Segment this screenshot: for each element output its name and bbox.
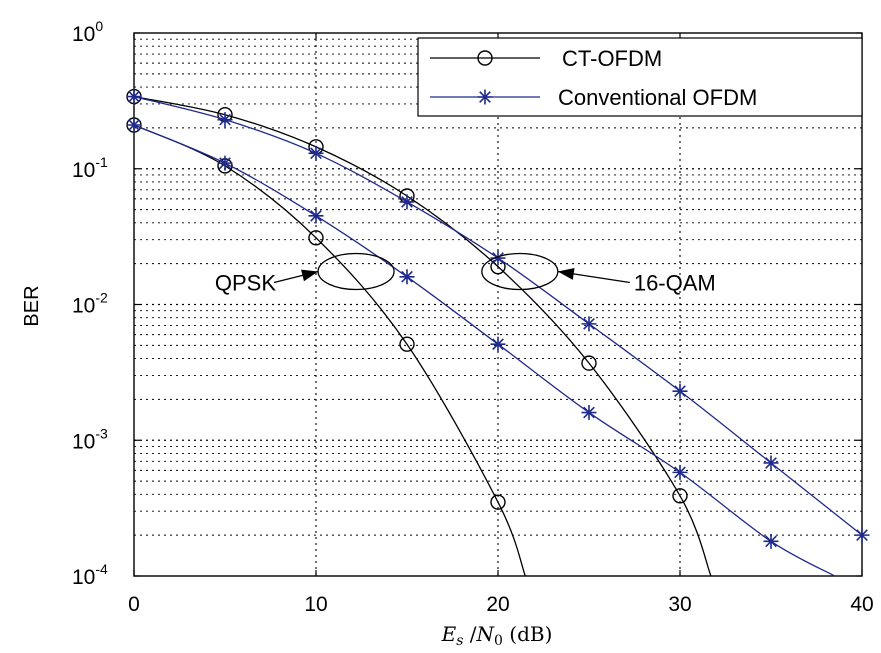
series-point <box>477 50 493 66</box>
series-point <box>477 89 493 105</box>
series-point <box>581 316 597 332</box>
series-point <box>399 336 415 352</box>
series-point <box>126 89 142 105</box>
series-point <box>763 455 779 471</box>
x-axis-label: Es /N0 (dB) <box>441 622 553 649</box>
series-point <box>126 117 142 133</box>
x-tick-label: 30 <box>668 593 691 616</box>
y-tick-label: 10-4 <box>72 561 108 589</box>
series-line <box>133 95 712 577</box>
series-point <box>854 527 870 543</box>
series-ct-ofdm-qpsk <box>126 117 526 577</box>
legend-item: CT-OFDM <box>430 46 662 71</box>
annotation-label: QPSK <box>215 271 276 296</box>
series-point <box>217 112 233 128</box>
series-conventional-ofdm-16-qam <box>126 89 870 543</box>
series-point <box>672 464 688 480</box>
annotation-label: 16-QAM <box>634 271 716 296</box>
legend: CT-OFDM Conventional OFDM <box>417 37 863 117</box>
series-point <box>490 494 506 510</box>
x-tick-label: 0 <box>128 593 140 616</box>
series-point <box>308 145 324 161</box>
series-point <box>672 488 688 504</box>
series-point <box>581 355 597 371</box>
legend-label: CT-OFDM <box>562 46 662 71</box>
series-point <box>490 336 506 352</box>
y-tick-label: 10-3 <box>72 425 108 453</box>
legend-item: Conventional OFDM <box>430 85 757 110</box>
y-tick-label: 10-2 <box>72 290 108 318</box>
x-tick-label: 20 <box>486 593 509 616</box>
annotation-arrowhead <box>301 269 319 282</box>
series-ct-ofdm-16-qam <box>126 88 712 577</box>
legend-box <box>417 37 863 117</box>
x-tick-label: 10 <box>304 593 327 616</box>
series-point <box>763 533 779 549</box>
series-layer <box>126 88 870 577</box>
series-point <box>581 405 597 421</box>
series-point <box>399 194 415 210</box>
axes <box>133 32 863 577</box>
series-point <box>490 250 506 266</box>
series-line <box>133 124 526 577</box>
y-axis-label: BER <box>21 285 43 326</box>
series-point <box>217 155 233 171</box>
y-tick-label: 10-1 <box>72 154 108 182</box>
annotation-16-qam: 16-QAM <box>481 252 716 296</box>
annotations: QPSK 16-QAM <box>215 252 716 296</box>
annotation-arrowhead <box>557 267 575 280</box>
series-point <box>308 208 324 224</box>
series-point <box>672 383 688 399</box>
tick-labels: 0 10 20 30 40 100 10-1 10-2 10-3 10-4 <box>72 18 874 616</box>
x-tick-label: 40 <box>850 593 873 616</box>
legend-label: Conventional OFDM <box>558 85 757 110</box>
series-conventional-ofdm-qpsk <box>126 117 836 577</box>
annotation-qpsk: QPSK <box>215 252 395 296</box>
y-tick-label: 100 <box>72 18 103 46</box>
series-point <box>308 230 324 246</box>
series-point <box>399 269 415 285</box>
